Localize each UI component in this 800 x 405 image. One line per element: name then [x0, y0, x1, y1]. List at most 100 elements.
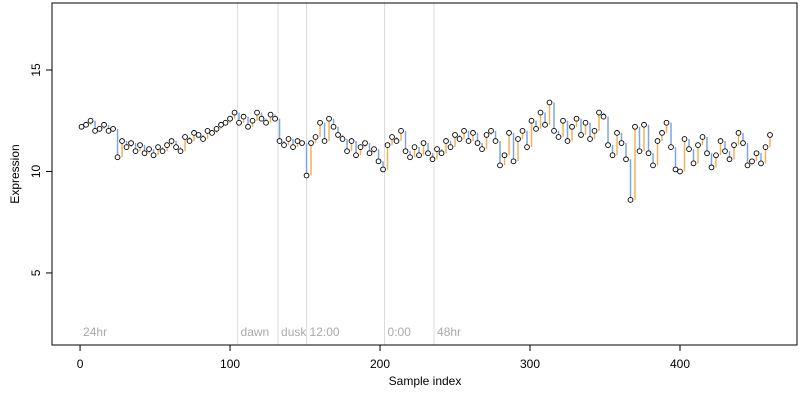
data-point [479, 146, 485, 152]
data-point [141, 150, 148, 157]
data-point [560, 117, 566, 124]
data-point [438, 150, 445, 157]
data-point [348, 138, 355, 144]
data-point [128, 140, 134, 146]
data-point [380, 166, 386, 173]
data-point [609, 152, 616, 159]
data-point [123, 144, 130, 150]
x-axis-label: Sample index [389, 374, 462, 388]
data-point [722, 148, 728, 155]
data-point [519, 128, 526, 134]
data-point [285, 136, 292, 142]
data-point [627, 197, 634, 203]
y-tick-label: 5 [29, 269, 43, 276]
data-point [344, 148, 350, 155]
data-point [168, 138, 175, 144]
data-point [708, 164, 715, 171]
data-point [213, 125, 220, 132]
data-point [524, 144, 530, 150]
data-point [699, 134, 706, 140]
data-point [384, 142, 391, 148]
data-point [587, 136, 593, 142]
data-point [528, 117, 535, 124]
annotation-label: 48hr [437, 325, 461, 339]
data-point [335, 132, 341, 138]
data-point [767, 132, 773, 138]
data-point [470, 130, 476, 136]
data-point [164, 142, 170, 148]
data-point [317, 119, 323, 126]
annotation-label: dawn [241, 325, 270, 339]
data-point [704, 150, 710, 157]
data-point [555, 134, 562, 140]
x-tick-label: 0 [77, 357, 84, 371]
data-point [564, 138, 571, 144]
data-point [762, 144, 769, 150]
data-point [672, 166, 679, 173]
data-point [501, 152, 508, 159]
data-point [726, 156, 733, 163]
data-point [389, 134, 395, 140]
data-point [632, 123, 638, 130]
data-point [641, 121, 647, 128]
plot-frame [51, 2, 798, 346]
data-point [623, 156, 629, 163]
data-point [573, 115, 580, 122]
data-point [483, 132, 490, 138]
data-point [254, 109, 260, 116]
data-point [209, 130, 215, 136]
data-point [506, 130, 512, 136]
data-point [258, 115, 265, 122]
data-point [272, 115, 278, 122]
data-point [605, 142, 611, 148]
data-point [204, 128, 211, 134]
data-point [222, 119, 229, 126]
data-point [429, 156, 436, 163]
data-point [677, 168, 683, 175]
data-point [155, 144, 161, 150]
data-point [375, 158, 382, 165]
data-point [492, 138, 499, 144]
data-point [497, 162, 503, 169]
data-point [420, 140, 427, 146]
data-point [245, 123, 251, 130]
data-point [173, 144, 179, 150]
x-tick-label: 400 [670, 357, 690, 371]
data-point [753, 150, 760, 157]
data-point [551, 128, 557, 134]
y-tick-label: 15 [29, 63, 43, 77]
data-point [110, 125, 116, 132]
data-point [191, 130, 197, 136]
data-point [749, 158, 755, 165]
data-point [353, 152, 359, 159]
data-point [407, 154, 413, 161]
data-point [636, 148, 643, 155]
data-point [452, 132, 458, 138]
data-point [308, 140, 314, 146]
data-point [686, 146, 692, 152]
data-point [663, 119, 670, 126]
data-point [105, 128, 112, 134]
data-point [290, 144, 296, 150]
annotation-label: 0:00 [388, 325, 412, 339]
data-point [416, 152, 422, 159]
data-point [186, 138, 193, 144]
data-point [582, 119, 589, 126]
data-point [326, 115, 332, 122]
data-point [357, 144, 364, 150]
data-point [294, 138, 301, 144]
data-point [659, 130, 665, 136]
data-point [267, 111, 274, 118]
data-point [101, 121, 107, 128]
x-tick-label: 200 [370, 357, 390, 371]
data-point [402, 148, 409, 155]
data-point [537, 109, 544, 116]
data-point [263, 119, 269, 126]
data-point [650, 162, 656, 169]
data-point [330, 123, 337, 130]
y-axis-label: Expression [8, 144, 22, 203]
data-point [578, 132, 584, 138]
data-point [758, 160, 764, 167]
data-point [218, 121, 224, 128]
data-point [735, 130, 742, 136]
